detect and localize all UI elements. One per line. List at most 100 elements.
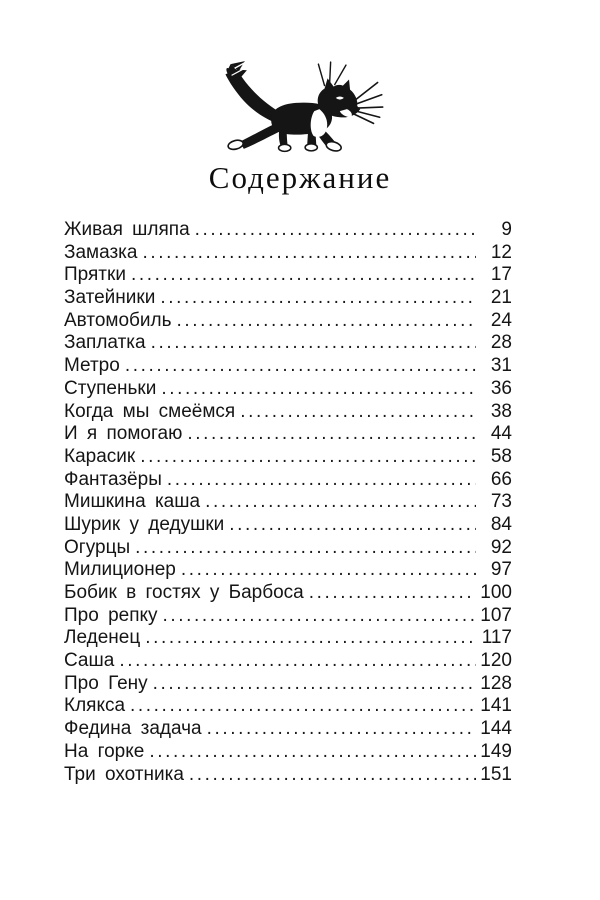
toc-entry-page: 144 <box>480 718 512 740</box>
toc-entry-title: Шурик у дедушки <box>64 513 225 535</box>
toc-entry: Огурцы 92 <box>64 537 512 560</box>
toc-entry-title: Про репку <box>64 604 158 626</box>
toc-entry-page: 17 <box>490 264 512 286</box>
toc-entry-title: Карасик <box>64 445 136 467</box>
toc-entry: Заплатка 28 <box>64 332 512 355</box>
toc-leader-dots <box>131 264 476 286</box>
toc-entry-title: Милиционер <box>64 559 176 581</box>
toc-entry: Милиционер 97 <box>64 559 512 582</box>
toc-entry-title: Автомобиль <box>64 309 172 331</box>
toc-leader-dots <box>151 332 476 354</box>
toc-entry: Леденец 117 <box>64 627 512 650</box>
toc-entry-title: Леденец <box>64 627 141 649</box>
toc-entry-page: 58 <box>490 445 512 467</box>
toc-leader-dots <box>177 310 476 332</box>
toc-entry-title: Федина задача <box>64 718 202 740</box>
toc-entry-page: 100 <box>480 582 512 603</box>
toc-entry: Автомобиль 24 <box>64 310 512 333</box>
toc-leader-dots <box>142 242 476 264</box>
toc-leader-dots <box>153 673 476 695</box>
toc-entry: Фантазёры 66 <box>64 469 512 492</box>
toc-leader-dots <box>160 287 476 309</box>
toc-leader-dots <box>163 605 476 627</box>
toc-entry-title: Мишкина каша <box>64 491 201 513</box>
toc-entry-page: 149 <box>480 740 512 762</box>
page-title: Содержание <box>208 160 392 195</box>
toc-entry-title: И я помогаю <box>64 423 183 445</box>
toc-entry-page: 44 <box>490 423 512 445</box>
toc-entry-title: Когда мы смеёмся <box>64 400 236 422</box>
toc-entry: Прятки 17 <box>64 264 512 287</box>
toc-entry: Три охотника 151 <box>64 764 512 787</box>
toc-entry-title: Огурцы <box>64 536 131 558</box>
toc-entry-title: Ступеньки <box>64 377 157 399</box>
toc-entry: Клякса 141 <box>64 695 512 718</box>
toc-entry-title: Замазка <box>64 241 138 263</box>
toc-entry-page: 21 <box>490 287 512 309</box>
toc-entry: Ступеньки 36 <box>64 378 512 401</box>
toc-leader-dots <box>145 627 476 649</box>
toc-leader-dots <box>125 355 476 377</box>
toc-entry-page: 128 <box>480 672 512 694</box>
cat-illustration <box>216 58 384 154</box>
toc-entry: На горке 149 <box>64 741 512 764</box>
toc-entry-title: На горке <box>64 740 145 762</box>
toc-entry: Затейники 21 <box>64 287 512 310</box>
toc-entry-title: Метро <box>64 355 120 377</box>
toc-leader-dots <box>207 718 476 740</box>
toc-entry-title: Заплатка <box>64 332 146 354</box>
toc-leader-dots <box>130 695 476 717</box>
toc-leader-dots <box>229 514 476 536</box>
toc-leader-dots <box>140 446 476 468</box>
toc-entry-page: 107 <box>480 604 512 626</box>
toc-entry: Карасик 58 <box>64 446 512 469</box>
toc-entry-title: Три охотника <box>64 763 184 785</box>
toc-entry-page: 151 <box>480 763 512 785</box>
toc-entry: Замазка 12 <box>64 242 512 265</box>
toc-entry-page: 92 <box>490 536 512 558</box>
toc-leader-dots <box>135 537 476 559</box>
toc-list: Живая шляпа 9 Замазка 12 Прятки 17 Затейники 21… <box>64 219 512 786</box>
toc-entry-page: 36 <box>490 377 512 399</box>
toc-entry-title: Саша <box>64 650 115 672</box>
toc-entry: Живая шляпа 9 <box>64 219 512 242</box>
toc-leader-dots <box>240 401 476 423</box>
toc-entry-title: Про Гену <box>64 672 148 694</box>
toc-entry-page: 141 <box>480 695 512 717</box>
toc-leader-dots <box>119 650 476 672</box>
toc-entry-title: Живая шляпа <box>64 219 190 240</box>
toc-entry-page: 117 <box>481 627 512 649</box>
toc-entry-page: 12 <box>490 241 512 263</box>
toc-leader-dots <box>187 423 476 445</box>
toc-entry-page: 97 <box>490 559 512 581</box>
toc-entry: Бобик в гостях у Барбоса 100 <box>64 582 512 605</box>
toc-entry: Шурик у дедушки 84 <box>64 514 512 537</box>
walking-cat-icon <box>225 61 384 153</box>
toc-leader-dots <box>189 764 476 786</box>
toc-leader-dots <box>149 741 476 763</box>
toc-leader-dots <box>167 469 476 491</box>
toc-entry: Когда мы смеёмся 38 <box>64 401 512 424</box>
toc-entry-title: Прятки <box>64 264 126 286</box>
toc-entry-page: 66 <box>490 468 512 490</box>
toc-entry-page: 84 <box>490 513 512 535</box>
toc-entry-title: Бобик в гостях у Барбоса <box>64 582 304 603</box>
toc-leader-dots <box>309 582 476 604</box>
toc-entry-page: 31 <box>490 355 512 377</box>
toc-entry: Про репку 107 <box>64 605 512 628</box>
toc-entry-title: Фантазёры <box>64 468 162 490</box>
toc-entry: И я помогаю 44 <box>64 423 512 446</box>
toc-leader-dots <box>195 219 476 241</box>
toc-entry: Федина задача 144 <box>64 718 512 741</box>
toc-entry: Саша 120 <box>64 650 512 673</box>
toc-entry-page: 24 <box>490 309 512 331</box>
toc-entry: Мишкина каша 73 <box>64 491 512 514</box>
toc-entry-title: Затейники <box>64 287 156 309</box>
toc-entry-page: 38 <box>490 400 512 422</box>
toc-leader-dots <box>161 378 476 400</box>
toc-entry-page: 73 <box>490 491 512 513</box>
toc-entry-page: 28 <box>490 332 512 354</box>
toc-leader-dots <box>205 491 476 513</box>
toc-leader-dots <box>181 559 476 581</box>
